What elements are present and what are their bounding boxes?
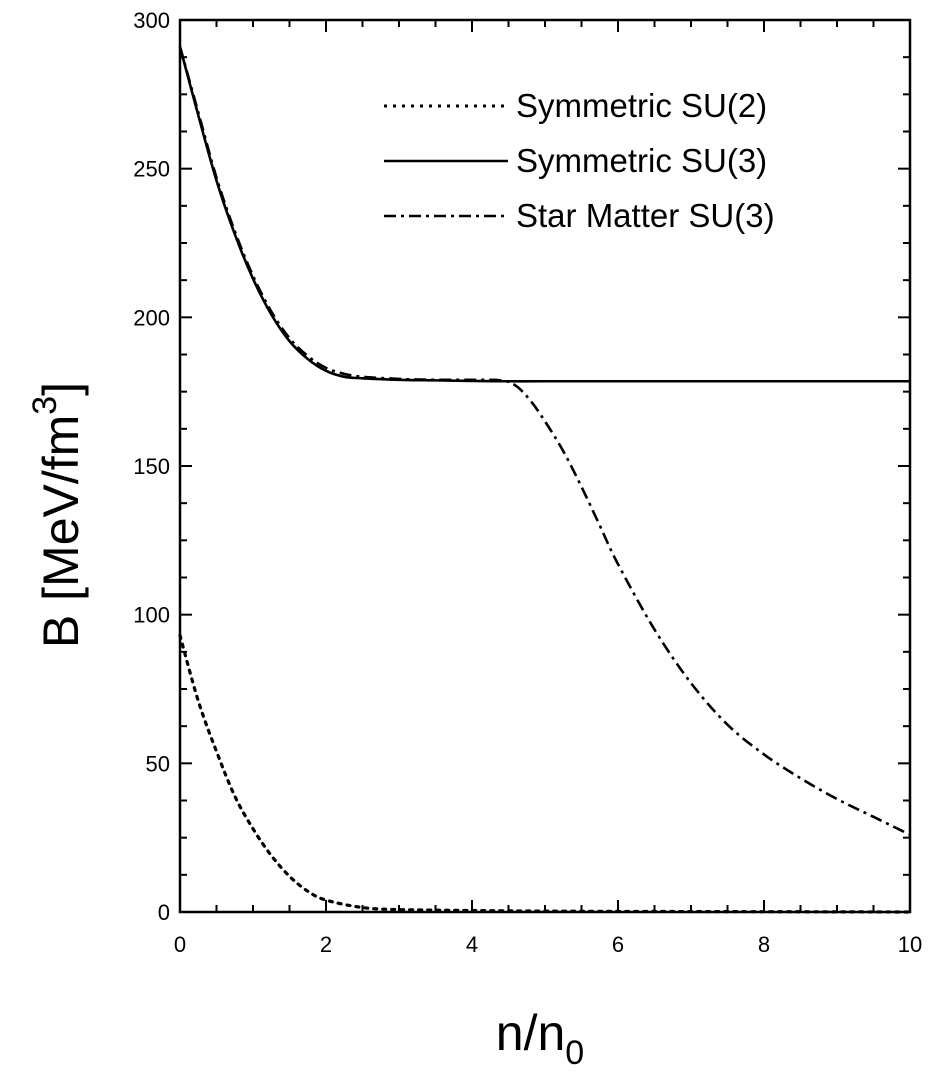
- x-tick-label: 0: [174, 932, 186, 957]
- x-tick-label: 6: [612, 932, 624, 957]
- x-axis-title-main: n/n: [496, 1005, 566, 1061]
- y-axis-title: B [MeV/fm3]: [26, 382, 89, 648]
- y-tick-label: 100: [133, 603, 170, 628]
- legend-label-2: Symmetric SU(3): [516, 142, 767, 179]
- y-tick-label: 150: [133, 454, 170, 479]
- y-tick-label: 0: [158, 900, 170, 925]
- series-line-3: [178, 46, 911, 836]
- y-tick-label: 50: [146, 751, 170, 776]
- y-tick-label: 200: [133, 305, 170, 330]
- legend: Symmetric SU(2) Symmetric SU(3) Star Matte…: [384, 87, 775, 234]
- x-axis-title-subscript: 0: [565, 1034, 584, 1072]
- y-axis-title-superscript: 3: [26, 396, 64, 415]
- y-tick-label: 250: [133, 157, 170, 182]
- series-line-1: [178, 633, 912, 914]
- x-tick-label: 2: [320, 932, 332, 957]
- x-tick-label: 10: [898, 932, 922, 957]
- x-axis-title: n/n0: [496, 1005, 584, 1072]
- y-tick-label: 300: [133, 8, 170, 33]
- plot-frame: [178, 18, 912, 914]
- x-tick-label: 8: [758, 932, 770, 957]
- y-axis-title-main: B [MeV/fm: [33, 415, 89, 648]
- legend-label-3: Star Matter SU(3): [516, 197, 775, 234]
- y-axis-title-close: ]: [33, 382, 89, 396]
- x-tick-label: 4: [466, 932, 478, 957]
- legend-label-1: Symmetric SU(2): [516, 87, 767, 124]
